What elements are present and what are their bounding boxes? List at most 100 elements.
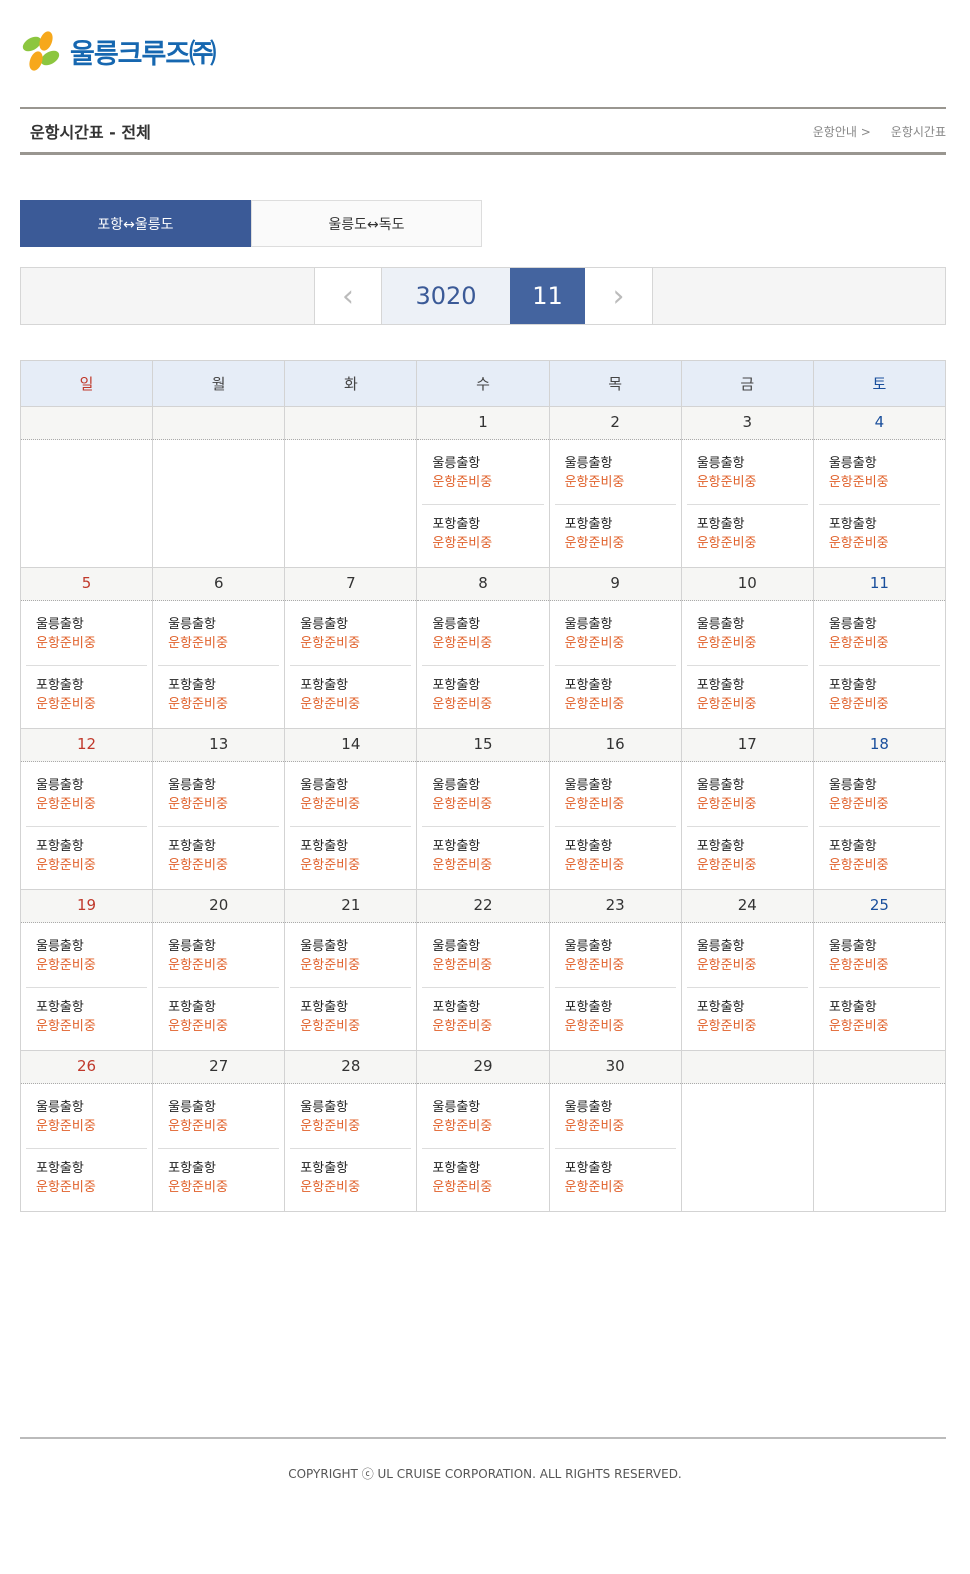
trip-status[interactable]: 운항준비중 (300, 958, 361, 973)
trip-status[interactable]: 운항준비중 (168, 1180, 228, 1195)
trip-status[interactable]: 운항준비중 (168, 858, 228, 873)
trip-status[interactable]: 운항준비중 (432, 797, 493, 812)
day-number: 29 (416, 1050, 550, 1084)
trip-status[interactable]: 운항준비중 (36, 1180, 96, 1195)
logo[interactable]: 울릉크루즈㈜ (20, 30, 216, 72)
trip-status[interactable]: 운항준비중 (36, 797, 96, 812)
trip-entry: 포항출항 운항준비중 (26, 826, 148, 888)
weekday-header: 목 (548, 360, 682, 407)
tab-pohang-ulleungdo[interactable]: 포항↔울릉도 (20, 200, 251, 247)
trip-route: 포항출항 (564, 1161, 613, 1176)
prev-month-button[interactable]: ‹ (314, 268, 382, 324)
trip-status[interactable]: 운항준비중 (36, 636, 96, 651)
trip-status[interactable]: 운항준비중 (564, 475, 625, 490)
trip-status[interactable]: 운항준비중 (564, 697, 625, 712)
trip-route: 울릉출항 (696, 778, 745, 793)
trip-status[interactable]: 운항준비중 (696, 958, 757, 973)
trip-status[interactable]: 운항준비중 (564, 1119, 625, 1134)
week-body-row: 울릉출항 운항준비중 포항출항 운항준비중 울릉출항 운항준비중 포항출항 운항준비중 울릉출항… (19, 439, 947, 568)
trip-status[interactable]: 운항준비중 (828, 858, 889, 873)
week-date-row: 26 27 28 29 30 (19, 1050, 947, 1084)
day-number: 1 (416, 406, 550, 440)
trip-entry: 울릉출항 운항준비중 (819, 923, 940, 987)
trip-status[interactable]: 운항준비중 (828, 475, 889, 490)
day-cell: 울릉출항 운항준비중 포항출항 운항준비중 (284, 1083, 418, 1212)
trip-status[interactable]: 운항준비중 (432, 697, 493, 712)
trip-entry: 포항출항 운항준비중 (290, 987, 412, 1049)
trip-status[interactable]: 운항준비중 (300, 858, 361, 873)
trip-status[interactable]: 운항준비중 (300, 797, 361, 812)
trip-status[interactable]: 운항준비중 (564, 797, 625, 812)
trip-entry: 포항출항 운항준비중 (554, 504, 676, 566)
trip-status[interactable]: 운항준비중 (432, 1119, 493, 1134)
trip-status[interactable]: 운항준비중 (696, 475, 757, 490)
trip-status[interactable]: 운항준비중 (36, 697, 96, 712)
trip-status[interactable]: 운항준비중 (564, 636, 625, 651)
trip-status[interactable]: 운항준비중 (168, 1119, 228, 1134)
trip-entry: 포항출항 운항준비중 (158, 826, 280, 888)
month-navigator: ‹ 3020 11 › (20, 267, 946, 325)
trip-status[interactable]: 운항준비중 (696, 858, 757, 873)
day-number: 11 (812, 567, 947, 601)
trip-status[interactable]: 운항준비중 (696, 536, 757, 551)
trip-status[interactable]: 운항준비중 (36, 1019, 96, 1034)
trip-route: 울릉출항 (432, 456, 481, 471)
trip-status[interactable]: 운항준비중 (300, 1119, 361, 1134)
trip-status[interactable]: 운항준비중 (432, 958, 493, 973)
trip-status[interactable]: 운항준비중 (696, 636, 757, 651)
trip-entry: 포항출항 운항준비중 (422, 665, 544, 727)
breadcrumb-item[interactable]: 운항시간표 (890, 125, 946, 139)
trip-status[interactable]: 운항준비중 (432, 1180, 493, 1195)
trip-status[interactable]: 운항준비중 (432, 858, 493, 873)
trip-entry: 포항출항 운항준비중 (818, 826, 940, 888)
trip-status[interactable]: 운항준비중 (432, 636, 493, 651)
day-cell: 울릉출항 운항준비중 포항출항 운항준비중 (416, 922, 550, 1051)
trip-status[interactable]: 운항준비중 (168, 697, 228, 712)
trip-status[interactable]: 운항준비중 (300, 636, 361, 651)
day-number: 28 (284, 1050, 418, 1084)
trip-status[interactable]: 운항준비중 (696, 1019, 757, 1034)
trip-status[interactable]: 운항준비중 (300, 697, 361, 712)
trip-status[interactable]: 운항준비중 (564, 536, 625, 551)
week-date-row: 5 6 7 8 9 10 11 (19, 567, 947, 601)
trip-route: 울릉출항 (168, 939, 216, 954)
trip-status[interactable]: 운항준비중 (564, 1180, 625, 1195)
trip-status[interactable]: 운항준비중 (300, 1019, 361, 1034)
tab-ulleungdo-dokdo[interactable]: 울릉도↔독도 (251, 200, 482, 247)
trip-status[interactable]: 운항준비중 (36, 858, 96, 873)
trip-status[interactable]: 운항준비중 (696, 797, 757, 812)
trip-route: 울릉출항 (564, 617, 613, 632)
day-number: 6 (152, 567, 286, 601)
trip-status[interactable]: 운항준비중 (36, 1119, 96, 1134)
trip-status[interactable]: 운항준비중 (168, 797, 228, 812)
trip-status[interactable]: 운항준비중 (828, 536, 889, 551)
trip-status[interactable]: 운항준비중 (36, 958, 96, 973)
trip-status[interactable]: 운항준비중 (828, 697, 889, 712)
next-month-button[interactable]: › (585, 268, 653, 324)
breadcrumb-item[interactable]: 운항안내 > (812, 125, 871, 139)
trip-status[interactable]: 운항준비중 (828, 958, 889, 973)
trip-status[interactable]: 운항준비중 (564, 1019, 625, 1034)
trip-status[interactable]: 운항준비중 (432, 475, 493, 490)
day-cell: 울릉출항 운항준비중 포항출항 운항준비중 (19, 1083, 154, 1212)
trip-status[interactable]: 운항준비중 (828, 797, 889, 812)
trip-status[interactable]: 운항준비중 (696, 697, 757, 712)
trip-status[interactable]: 운항준비중 (828, 636, 889, 651)
trip-status[interactable]: 운항준비중 (564, 958, 625, 973)
trip-status[interactable]: 운항준비중 (300, 1180, 361, 1195)
trip-status[interactable]: 운항준비중 (168, 1019, 228, 1034)
trip-status[interactable]: 운항준비중 (432, 536, 493, 551)
day-number: 25 (812, 889, 947, 923)
trip-status[interactable]: 운항준비중 (564, 858, 625, 873)
trip-status[interactable]: 운항준비중 (168, 958, 228, 973)
trip-route: 포항출항 (828, 1000, 877, 1015)
trip-status[interactable]: 운항준비중 (432, 1019, 493, 1034)
trip-status[interactable]: 운항준비중 (828, 1019, 889, 1034)
day-cell: 울릉출항 운항준비중 포항출항 운항준비중 (152, 761, 286, 890)
trip-entry: 울릉출항 운항준비중 (26, 601, 147, 665)
weekday-header: 월 (152, 360, 286, 407)
day-cell (284, 439, 418, 568)
trip-status[interactable]: 운항준비중 (168, 636, 228, 651)
